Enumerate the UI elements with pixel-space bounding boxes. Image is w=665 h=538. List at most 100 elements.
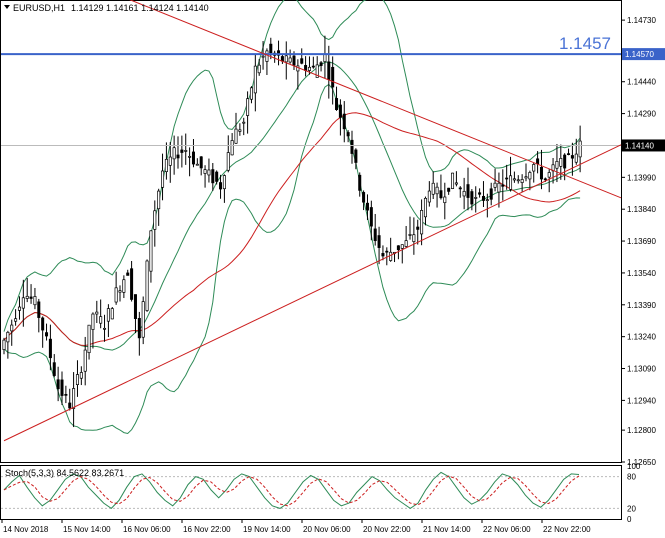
candle (25, 295, 29, 299)
candle (435, 186, 439, 195)
candle (64, 393, 68, 396)
stochastic-lines (1, 471, 621, 510)
candle (315, 64, 319, 78)
overlay-lines (1, 0, 622, 442)
price-tick-label: 1.13240 (627, 333, 656, 342)
candle (188, 155, 192, 158)
candle (319, 62, 323, 66)
candle (72, 388, 76, 409)
candle (110, 308, 114, 320)
candle (427, 190, 431, 203)
candle (48, 338, 52, 359)
main-plot-area[interactable] (0, 0, 622, 463)
candle (234, 128, 238, 144)
candle (420, 210, 424, 235)
candle (222, 175, 226, 190)
candle (454, 182, 458, 185)
candle (199, 156, 203, 169)
candle (269, 43, 273, 54)
time-tick-label: 16 Nov 22:00 (183, 525, 231, 534)
candle (45, 332, 49, 337)
moving-average-line (3, 112, 581, 347)
candle (95, 311, 99, 315)
price-tick-label: 1.14440 (627, 78, 656, 87)
candle (342, 113, 346, 130)
candle (416, 226, 420, 230)
trendline[interactable] (128, 0, 622, 199)
bollinger-lower-line (3, 83, 581, 435)
candle (184, 150, 188, 152)
oscillator-panel[interactable] (0, 465, 622, 520)
candle (6, 331, 10, 343)
candle (307, 66, 311, 71)
candle (253, 65, 257, 94)
candle (257, 64, 261, 74)
candle (543, 178, 547, 181)
candle (180, 149, 184, 153)
candle (21, 297, 25, 309)
candle (563, 154, 567, 169)
candle (338, 104, 342, 118)
candle (439, 190, 443, 199)
price-tick-label: 1.14290 (627, 110, 656, 119)
candle (219, 182, 223, 190)
candle (29, 296, 33, 299)
price-tick-label: 1.13990 (627, 173, 656, 182)
candle (474, 197, 478, 199)
candle (478, 192, 482, 195)
candle (207, 169, 211, 176)
oscillator-tick-label: 0 (627, 515, 632, 524)
candle (284, 55, 288, 63)
dropdown-triangle-icon[interactable] (4, 5, 10, 9)
candle (145, 260, 149, 311)
candle (377, 235, 381, 248)
trendline[interactable] (3, 144, 622, 442)
candle (497, 182, 501, 193)
time-tick-label: 22 Nov 22:00 (543, 525, 591, 534)
candle (122, 279, 126, 293)
price-tick-label: 1.12800 (627, 426, 656, 435)
oscillator-label: Stoch(5,3,3) 84.5622 83.2671 (5, 468, 124, 478)
candle (567, 153, 571, 155)
candle (130, 268, 134, 300)
candle (114, 287, 118, 303)
time-tick-label: 20 Nov 22:00 (363, 525, 411, 534)
candle (559, 158, 563, 167)
candle (238, 129, 242, 132)
time-tick-label: 22 Nov 06:00 (483, 525, 531, 534)
oscillator-tick-label: 100 (627, 462, 641, 471)
candle (335, 98, 339, 110)
candle (362, 192, 366, 203)
candle (288, 57, 292, 63)
candle (153, 210, 157, 230)
candle (157, 190, 161, 210)
candle (203, 169, 207, 174)
candle (41, 317, 45, 331)
candle (412, 234, 416, 242)
candle (176, 154, 180, 159)
candle (292, 55, 296, 66)
candle (408, 234, 412, 236)
candle (230, 140, 234, 156)
time-axis: 14 Nov 2018 15 Nov 14:00 16 Nov 06:00 16 No… (1, 519, 591, 534)
price-tick-label: 1.14730 (627, 16, 656, 25)
candle (431, 182, 435, 195)
candle (489, 188, 493, 200)
candle (33, 296, 37, 306)
candle (52, 362, 56, 376)
candle (311, 65, 315, 68)
candle (365, 202, 369, 211)
candle (400, 244, 404, 249)
candle (261, 55, 265, 58)
candle (358, 174, 362, 191)
candle (512, 178, 516, 181)
current-price-tag-text: 1.14140 (625, 141, 654, 150)
level-price-tag (622, 48, 665, 61)
candle (346, 132, 350, 137)
candle (466, 184, 470, 198)
current-price-tag (622, 139, 665, 152)
candle (505, 177, 509, 180)
candle (396, 245, 400, 251)
candle (106, 308, 110, 322)
